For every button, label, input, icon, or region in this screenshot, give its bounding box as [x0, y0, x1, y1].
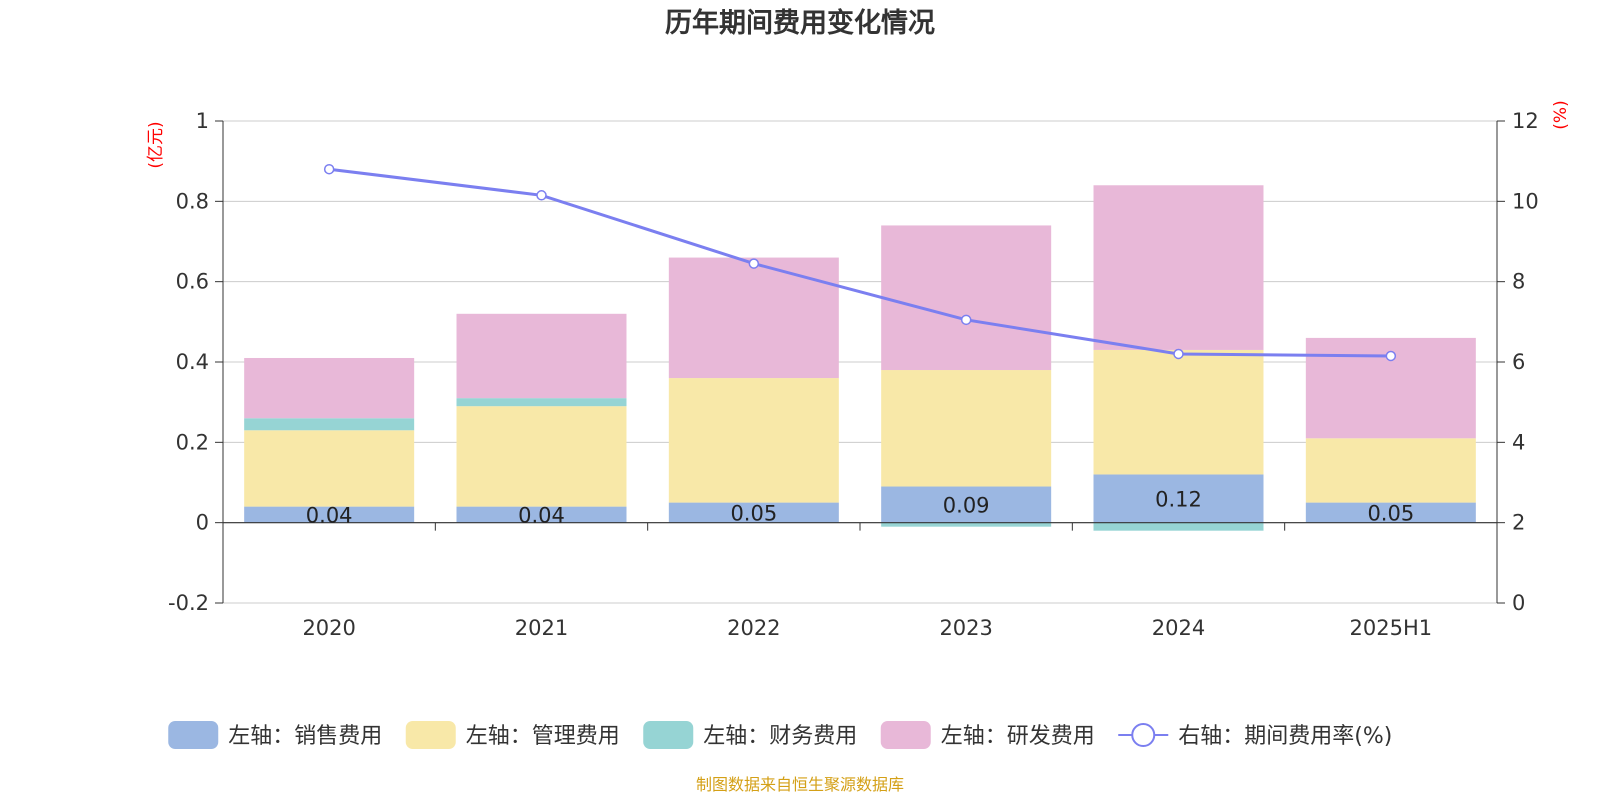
bar-segment-1	[881, 486, 1052, 523]
chart-title: 历年期间费用变化情况	[665, 7, 935, 39]
left-tick-label: 0.2	[176, 430, 209, 454]
x-tick-label: 2024	[1152, 616, 1205, 640]
right-tick-label: 6	[1512, 350, 1525, 374]
bar-data-label: 0.04	[518, 504, 565, 528]
legend-swatch-3	[643, 721, 694, 749]
bar-data-label: 0.05	[730, 502, 777, 526]
rate-point	[1173, 348, 1184, 360]
legend-label: 左轴：财务费用	[703, 724, 857, 749]
right-tick-label: 12	[1512, 109, 1539, 133]
right-tick-label: 10	[1512, 189, 1539, 213]
left-tick-label: 0.4	[176, 350, 209, 374]
rate-point	[960, 314, 972, 326]
bar-data-label: 0.05	[1367, 502, 1414, 526]
bar-data-label: 0.09	[943, 494, 990, 518]
right-tick-label: 4	[1512, 430, 1525, 454]
source-note: 制图数据来自恒生聚源数据库	[696, 775, 904, 794]
right-tick-label: 8	[1512, 270, 1525, 294]
bar-segment-2	[456, 406, 627, 507]
bar-segment-4	[244, 357, 415, 419]
rate-point	[323, 163, 335, 175]
x-tick-label: 2021	[515, 616, 568, 640]
bar-segment-4	[1093, 185, 1264, 350]
bar-segment-4	[881, 225, 1052, 371]
bar-segment-3	[456, 398, 627, 407]
bar-segment-2	[1093, 349, 1264, 475]
legend-label: 左轴：管理费用	[466, 724, 620, 749]
bar-segment-2	[1305, 438, 1476, 503]
right-tick-label: 2	[1512, 511, 1525, 535]
bar-segment-2	[881, 370, 1052, 487]
rate-point	[536, 190, 547, 201]
legend-label: 左轴：研发费用	[941, 724, 1095, 749]
bar-segment-4	[456, 313, 627, 399]
legend: 左轴：销售费用 左轴：管理费用 左轴：财务费用 左轴：研发费用 右轴：期间费用率(%)	[168, 721, 1392, 749]
left-tick-label: 1	[196, 109, 209, 133]
left-tick-label: 0.6	[176, 270, 209, 294]
left-axis-unit: (亿元)	[146, 121, 166, 168]
bar-segment-2	[244, 430, 415, 507]
left-tick-label: 0	[196, 511, 209, 535]
bar-data-label: 0.04	[306, 504, 353, 528]
bar-segment-3	[244, 418, 415, 431]
bar-segment-1	[1305, 502, 1476, 523]
left-tick-label: 0.8	[176, 189, 209, 213]
x-tick-label: 2023	[939, 616, 992, 640]
bar-data-label: 0.12	[1155, 488, 1202, 512]
bar-segment-1	[1093, 474, 1264, 523]
legend-swatch-1	[168, 721, 219, 749]
left-tick-label: -0.2	[168, 591, 209, 615]
legend-line-marker	[1131, 723, 1156, 747]
x-tick-label: 2025H1	[1350, 616, 1433, 640]
bar-segment-2	[668, 378, 839, 503]
legend-label: 左轴：销售费用	[228, 724, 382, 749]
bar-segment-4	[668, 257, 839, 379]
rate-point	[1385, 350, 1397, 362]
right-tick-label: 0	[1512, 591, 1525, 615]
bar-segment-3	[1093, 522, 1264, 531]
bar-segment-3	[881, 522, 1052, 527]
bar-segment-1	[244, 506, 415, 523]
legend-swatch-2	[405, 721, 456, 749]
rate-point	[748, 258, 760, 269]
legend-label: 右轴：期间费用率(%)	[1178, 724, 1392, 749]
x-tick-label: 2020	[302, 616, 355, 640]
x-tick-label: 2022	[727, 616, 780, 640]
right-axis-unit: (%)	[1551, 100, 1571, 129]
bar-segment-1	[668, 502, 839, 523]
legend-swatch-4	[880, 721, 931, 749]
bar-segment-1	[456, 506, 627, 523]
rate-line	[328, 167, 1391, 358]
